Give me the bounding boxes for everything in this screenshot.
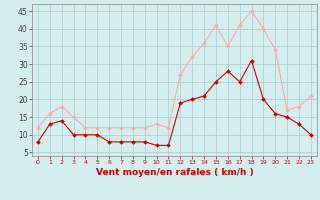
X-axis label: Vent moyen/en rafales ( km/h ): Vent moyen/en rafales ( km/h )	[96, 168, 253, 177]
